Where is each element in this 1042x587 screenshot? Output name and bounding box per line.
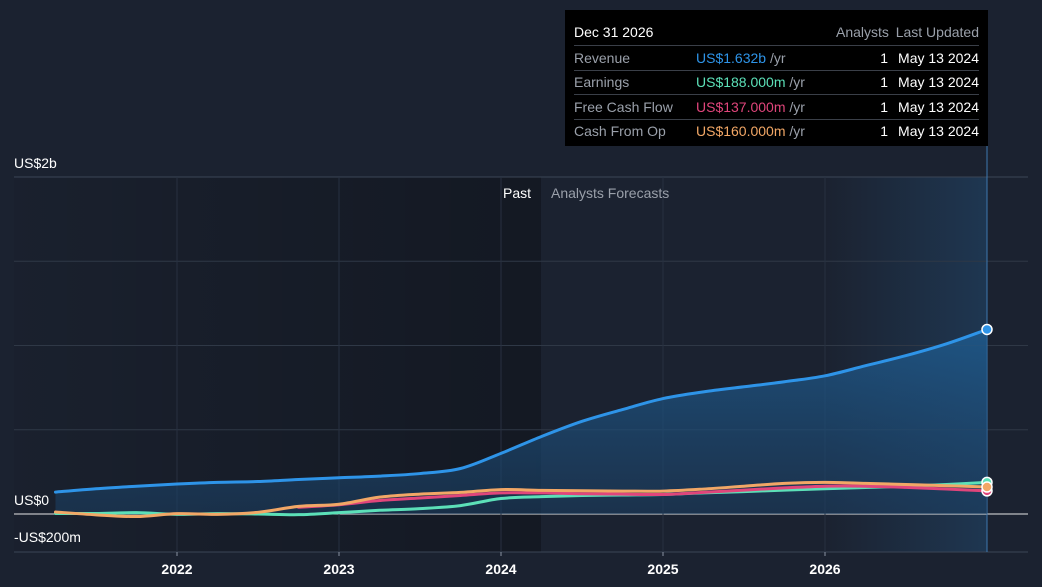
y-label-top: US$2b xyxy=(14,155,57,171)
tooltip-label: Cash From Op xyxy=(574,123,666,140)
tooltip-row-cash-from-op: Cash From Op US$160.000m /yr 1 May 13 20… xyxy=(574,120,979,144)
tooltip-label: Free Cash Flow xyxy=(574,98,673,115)
tooltip-unit: /yr xyxy=(769,49,786,66)
cash-from-op-line xyxy=(54,480,989,519)
tooltip-value: US$160.000m xyxy=(696,123,786,140)
forecast-label: Analysts Forecasts xyxy=(551,185,669,201)
tooltip-value: US$1.632b xyxy=(696,49,767,66)
x-tick-label: 2024 xyxy=(485,561,516,577)
x-tick-label: 2025 xyxy=(647,561,678,577)
tooltip-updated: May 13 2024 xyxy=(898,49,979,66)
cash-from-op-end-marker xyxy=(981,481,993,493)
tooltip-unit: /yr xyxy=(789,74,805,91)
tooltip-analysts: 1 xyxy=(880,123,888,140)
tooltip-analysts: 1 xyxy=(880,74,888,91)
x-tick-label: 2026 xyxy=(809,561,840,577)
tooltip-updated: May 13 2024 xyxy=(898,74,979,91)
tooltip-label: Revenue xyxy=(574,49,631,66)
tooltip-updated: May 13 2024 xyxy=(898,123,979,140)
tooltip-date: Dec 31 2026 xyxy=(574,23,654,40)
tooltip-col-analysts: Analysts xyxy=(836,23,889,40)
tooltip-value: US$188.000m xyxy=(696,74,786,91)
tooltip-row-earnings: Earnings US$188.000m /yr 1 May 13 2024 xyxy=(574,71,979,95)
tooltip-updated: May 13 2024 xyxy=(898,98,979,115)
tooltip-unit: /yr xyxy=(789,98,805,115)
tooltip-header: Dec 31 2026 Analysts Last Updated xyxy=(574,18,979,46)
revenue-area xyxy=(55,329,987,514)
tooltip-analysts: 1 xyxy=(880,98,888,115)
y-label-zero: US$0 xyxy=(14,492,49,508)
y-label-bottom: -US$200m xyxy=(14,529,81,545)
tooltip-value: US$137.000m xyxy=(696,98,786,115)
revenue-line xyxy=(54,327,989,494)
x-tick-label: 2022 xyxy=(161,561,192,577)
x-tick-label: 2023 xyxy=(323,561,354,577)
tooltip-label: Earnings xyxy=(574,74,630,91)
tooltip-row-free-cash-flow: Free Cash Flow US$137.000m /yr 1 May 13 … xyxy=(574,95,979,120)
tooltip-col-updated: Last Updated xyxy=(895,23,979,40)
tooltip-row-revenue: Revenue US$1.632b /yr 1 May 13 2024 xyxy=(574,46,979,71)
past-label: Past xyxy=(503,185,531,201)
tooltip: Dec 31 2026 Analysts Last Updated Revenu… xyxy=(565,10,988,146)
revenue-end-marker xyxy=(981,323,993,336)
tooltip-unit: /yr xyxy=(789,123,805,140)
free-cash-flow-line xyxy=(297,484,989,509)
tooltip-analysts: 1 xyxy=(880,49,888,66)
